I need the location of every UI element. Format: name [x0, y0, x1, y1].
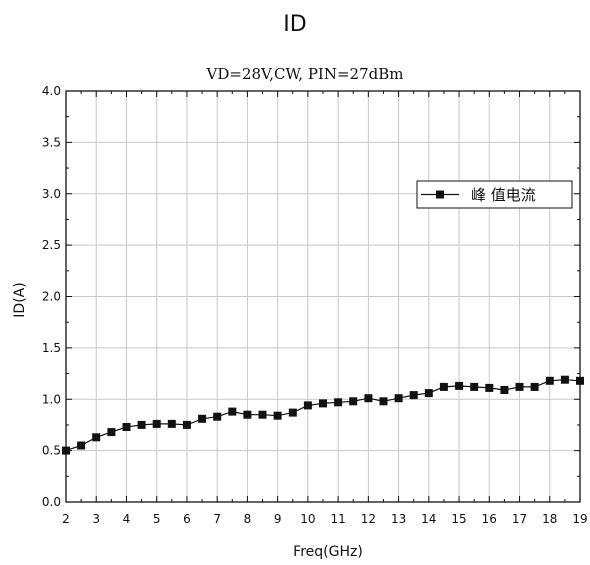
data-point: [228, 407, 237, 416]
x-tick-label: 8: [244, 512, 252, 526]
data-point: [258, 410, 267, 419]
data-point: [394, 394, 403, 403]
data-point: [545, 376, 554, 385]
data-point: [107, 428, 116, 437]
y-tick-label: 3.0: [42, 187, 61, 201]
data-point: [303, 401, 312, 410]
data-point: [364, 394, 373, 403]
chart-title: VD=28V,CW, PIN=27dBm: [206, 65, 404, 83]
y-tick-label: 1.0: [42, 392, 61, 406]
y-tick-label: 2.0: [42, 290, 61, 304]
data-point: [470, 382, 479, 391]
data-point: [515, 382, 524, 391]
data-point: [122, 423, 131, 431]
legend-marker: [436, 190, 444, 199]
data-point: [243, 410, 252, 419]
data-point: [455, 381, 464, 390]
x-tick-label: 4: [123, 512, 131, 526]
x-tick-label: 16: [482, 512, 497, 526]
data-point: [319, 399, 327, 408]
x-tick-label: 7: [213, 512, 221, 526]
data-point: [137, 420, 146, 429]
data-point: [379, 397, 388, 406]
data-point: [182, 420, 191, 429]
data-point: [485, 383, 494, 392]
x-tick-label: 19: [572, 512, 587, 526]
data-point: [424, 389, 433, 398]
x-tick-label: 2: [62, 512, 70, 526]
data-point: [152, 419, 161, 428]
data-point: [92, 433, 101, 442]
data-point: [439, 382, 448, 391]
data-point: [213, 412, 222, 421]
y-tick-label: 0.5: [42, 444, 61, 458]
data-point: [560, 375, 569, 384]
y-tick-label: 2.5: [42, 238, 61, 252]
data-point: [288, 408, 297, 417]
series-layer: [62, 375, 584, 455]
x-tick-label: 17: [512, 512, 527, 526]
y-tick-label: 0.0: [42, 495, 61, 509]
x-tick-label: 3: [92, 512, 100, 526]
axes: 2 3 4 5 6 7 8 9 10 11 12 13 14 15 16 17 18 19 0.0 0.5 1.0 1.5…: [42, 84, 588, 526]
x-tick-label: 12: [361, 512, 376, 526]
legend-label: 峰 值电流: [471, 186, 536, 204]
x-tick-label: 9: [274, 512, 282, 526]
x-tick-label: 5: [153, 512, 161, 526]
x-tick-label: 6: [183, 512, 191, 526]
data-point: [500, 386, 509, 394]
data-point: [334, 398, 343, 407]
x-axis-label: Freq(GHz): [293, 544, 363, 560]
y-tick-label: 3.5: [42, 135, 61, 149]
legend: 峰 值电流: [416, 180, 573, 209]
x-tick-label: 10: [300, 512, 315, 526]
data-point: [530, 382, 539, 391]
y-axis-label: ID(A): [12, 282, 28, 317]
x-tick-label: 13: [391, 512, 406, 526]
data-point: [198, 414, 207, 423]
data-point: [77, 441, 86, 450]
x-tick-label: 18: [542, 512, 557, 526]
data-point: [273, 411, 282, 420]
data-point: [349, 397, 358, 406]
x-tick-label: 15: [451, 512, 466, 526]
data-point: [409, 391, 418, 400]
x-tick-label: 11: [330, 512, 345, 526]
y-tick-label: 1.5: [42, 341, 61, 355]
data-point: [167, 419, 176, 428]
grid: [66, 91, 580, 502]
page-title: ID: [283, 12, 306, 37]
x-tick-label: 14: [421, 512, 436, 526]
y-tick-label: 4.0: [42, 84, 61, 98]
